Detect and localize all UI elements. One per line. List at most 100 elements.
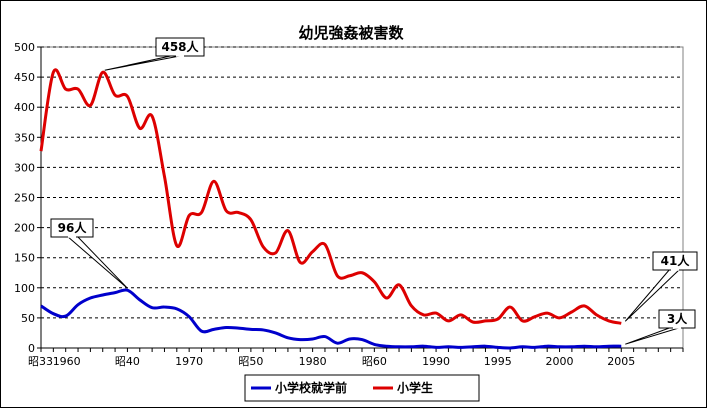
legend: 小学校就学前 小学生 [251,380,433,395]
series-1-point [77,88,79,90]
series-0-point [299,338,301,340]
callout-label: 41人 [661,253,691,268]
callout-label: 3人 [667,311,688,326]
series-1-point [583,305,585,307]
series-0-point [262,329,264,331]
y-tick-label: 100 [14,282,35,295]
series-0-point [546,345,548,347]
series-0-point [114,291,116,293]
series-1-point [484,320,486,322]
series-0-point [40,305,42,307]
y-tick-label: 0 [28,342,35,355]
callout-pointer [66,235,128,289]
chart-title: 幼児強姦被害数 [298,24,404,42]
series-0-point [595,346,597,348]
callout-pointer [104,54,186,71]
series-0-point [163,306,165,308]
y-tick-label: 50 [21,312,35,325]
y-tick-label: 500 [14,41,35,54]
series-0-point [64,315,66,317]
x-tick-label: 2000 [546,355,574,368]
series-0-point [151,306,153,308]
series-1-point [521,320,523,322]
series-1-point [558,317,560,319]
series-0-point [77,303,79,305]
series-1-point [114,94,116,96]
callout-label: 96人 [58,220,88,235]
series-1-point [188,214,190,216]
series-1-point [89,104,91,106]
series-1-point [423,314,425,316]
series-1-point [472,321,474,323]
callout-3: 3人 [625,309,696,345]
series-1-point [200,211,202,213]
x-tick-label: 1970 [175,355,203,368]
x-tick-label: 1980 [299,355,327,368]
callout-1: 96人 [50,218,128,289]
series-1-point [608,320,610,322]
series-1-point [64,88,66,90]
series-0-point [336,342,338,344]
series-0-point [126,289,128,291]
series-0-point [620,345,622,347]
series-1-point [546,312,548,314]
series-1-point [311,250,313,252]
series-0-point [102,294,104,296]
series-1-point [213,180,215,182]
series-1-point [287,229,289,231]
x-tick-label: 昭40 [115,355,140,368]
series-0-point [348,338,350,340]
legend-label-0: 小学校就学前 [275,380,347,395]
series-0-point [472,346,474,348]
series-1-point [373,281,375,283]
series-0-point [398,346,400,348]
series-0-point [484,345,486,347]
series-0-point [52,312,54,314]
series-1-point [447,320,449,322]
series-0-point [583,345,585,347]
series-0-point [509,347,511,349]
series-0-point [89,297,91,299]
series-0-point [287,337,289,339]
series-1-point [139,127,141,129]
series-0-point [497,346,499,348]
y-tick-label: 300 [14,161,35,174]
series-0-point [410,346,412,348]
series-0-point [139,299,141,301]
series-1-point [102,71,104,73]
x-tick-label: 1960 [53,355,81,368]
series-1-point [274,252,276,254]
series-1-point [410,305,412,307]
series-1-point [361,272,363,274]
series-1-point [348,275,350,277]
series-0-point [213,328,215,330]
series-1-point [250,219,252,221]
series-1-point [176,244,178,246]
series-1-point [460,314,462,316]
series-line-0 [40,288,622,350]
series-1-point [534,315,536,317]
callout-pointer [625,326,683,345]
series-0-point [534,346,536,348]
gridlines [41,46,683,319]
series-1-point [620,322,622,324]
callout-pointer [624,268,681,322]
series-0-point [460,346,462,348]
legend-label-1: 小学生 [397,380,433,395]
series-0-point [361,338,363,340]
series-0-point [200,330,202,332]
series-0-point [558,346,560,348]
callout-2: 41人 [624,251,698,322]
series-1-point [299,261,301,263]
series-0-point [435,346,437,348]
series-lines [39,68,622,350]
series-0-point [423,345,425,347]
x-tick-label: 昭50 [238,355,263,368]
series-0-point [176,308,178,310]
annotations: 458人 96人 41人 3人 [50,37,698,345]
legend-box [244,374,480,402]
x-tick-label: 昭60 [362,355,387,368]
y-tick-label: 400 [14,101,35,114]
